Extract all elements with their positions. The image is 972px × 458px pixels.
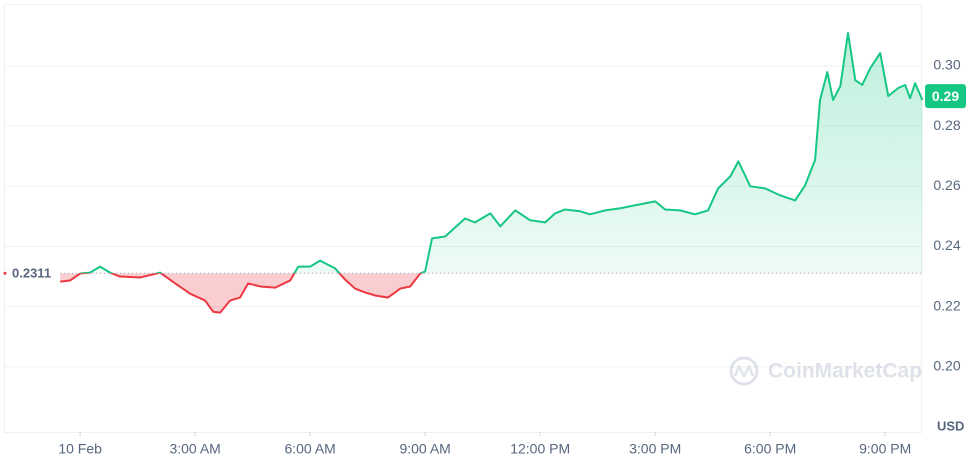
last-price-badge bbox=[925, 84, 966, 109]
area-down bbox=[60, 273, 421, 313]
price-line-up bbox=[78, 31, 924, 274]
price-line-down bbox=[60, 273, 424, 314]
area-up bbox=[60, 32, 923, 274]
baseline-label: 0.2311 bbox=[12, 266, 51, 281]
y-tick-label: 0.30 bbox=[933, 57, 960, 73]
y-unit: USD bbox=[937, 418, 964, 433]
x-tick-label: 12:00 PM bbox=[510, 441, 570, 457]
y-tick-label: 0.28 bbox=[933, 117, 960, 133]
last-price-label: 0.29 bbox=[932, 88, 959, 104]
watermark-logo-mark bbox=[733, 364, 755, 379]
y-tick-label: 0.20 bbox=[933, 357, 960, 373]
x-tick-label: 6:00 PM bbox=[744, 441, 796, 457]
x-tick-label: 9:00 AM bbox=[399, 441, 450, 457]
y-tick-label: 0.22 bbox=[933, 297, 960, 313]
y-tick-label: 0.26 bbox=[933, 177, 960, 193]
baseline-dot bbox=[3, 271, 7, 275]
x-tick-label: 3:00 PM bbox=[629, 441, 681, 457]
x-tick-label: 3:00 AM bbox=[169, 441, 220, 457]
y-tick-label: 0.24 bbox=[933, 237, 960, 253]
x-tick-label: 9:00 PM bbox=[859, 441, 911, 457]
x-tick-label: 6:00 AM bbox=[284, 441, 335, 457]
watermark: CoinMarketCap bbox=[729, 356, 922, 386]
watermark-text: CoinMarketCap bbox=[768, 360, 922, 383]
x-tick-label: 10 Feb bbox=[58, 441, 102, 457]
watermark-logo bbox=[729, 356, 759, 386]
marks bbox=[60, 31, 924, 314]
